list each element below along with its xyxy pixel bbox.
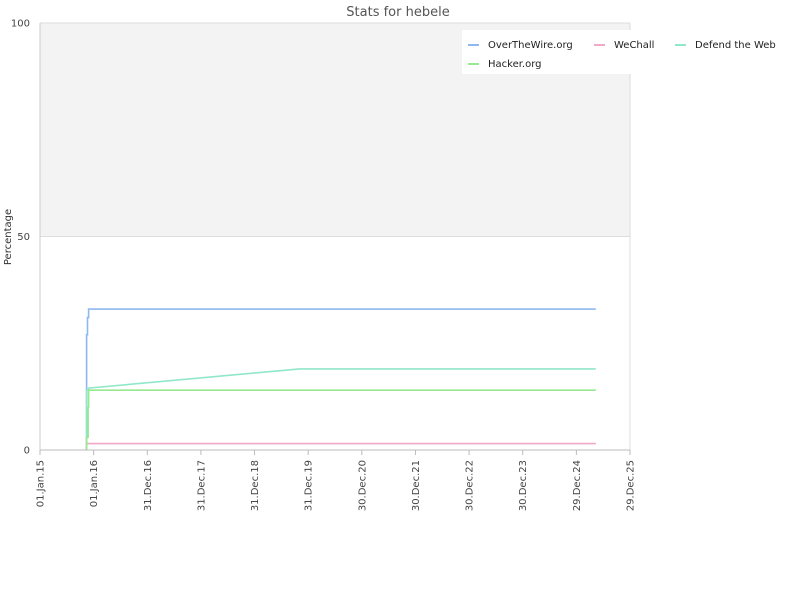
x-ticks: 01.Jan.15 01.Jan.16 31.Dec.16 31.Dec.17 31.D… [36, 450, 637, 511]
legend-label: OverTheWire.org [488, 40, 573, 51]
x-tick-label: 31.Dec.18 [250, 460, 261, 511]
legend: OverTheWire.org WeChall Defend the Web Hack… [462, 30, 800, 74]
x-tick-label: 30.Dec.22 [465, 460, 476, 511]
x-tick-label: 30.Dec.23 [518, 460, 529, 511]
legend-label: Hacker.org [488, 59, 542, 70]
x-tick-label: 01.Jan.15 [36, 460, 47, 507]
x-tick-label: 30.Dec.20 [357, 460, 368, 511]
chart-title: Stats for hebele [346, 5, 449, 20]
y-tick-label: 50 [17, 232, 30, 243]
y-tick-label: 100 [11, 19, 30, 30]
x-tick-label: 31.Dec.19 [304, 460, 315, 511]
legend-label: WeChall [614, 40, 654, 51]
legend-box [462, 30, 800, 74]
y-tick-label: 0 [24, 446, 30, 457]
series-line [85, 368, 596, 450]
series-line [85, 389, 596, 450]
y-axis-label: Percentage [3, 209, 14, 265]
x-tick-label: 29.Dec.24 [572, 460, 583, 511]
x-tick-label: 31.Dec.16 [143, 460, 154, 511]
x-tick-label: 30.Dec.21 [411, 460, 422, 511]
series-line [85, 442, 596, 450]
axes [39, 23, 631, 451]
x-tick-label: 29.Dec.25 [626, 460, 637, 511]
legend-label: Defend the Web [695, 40, 776, 51]
x-tick-label: 31.Dec.17 [196, 460, 207, 511]
series-line [85, 308, 596, 450]
x-tick-label: 01.Jan.16 [89, 460, 100, 507]
y-ticks: 0 50 100 [11, 19, 30, 457]
series-layer [85, 308, 596, 450]
